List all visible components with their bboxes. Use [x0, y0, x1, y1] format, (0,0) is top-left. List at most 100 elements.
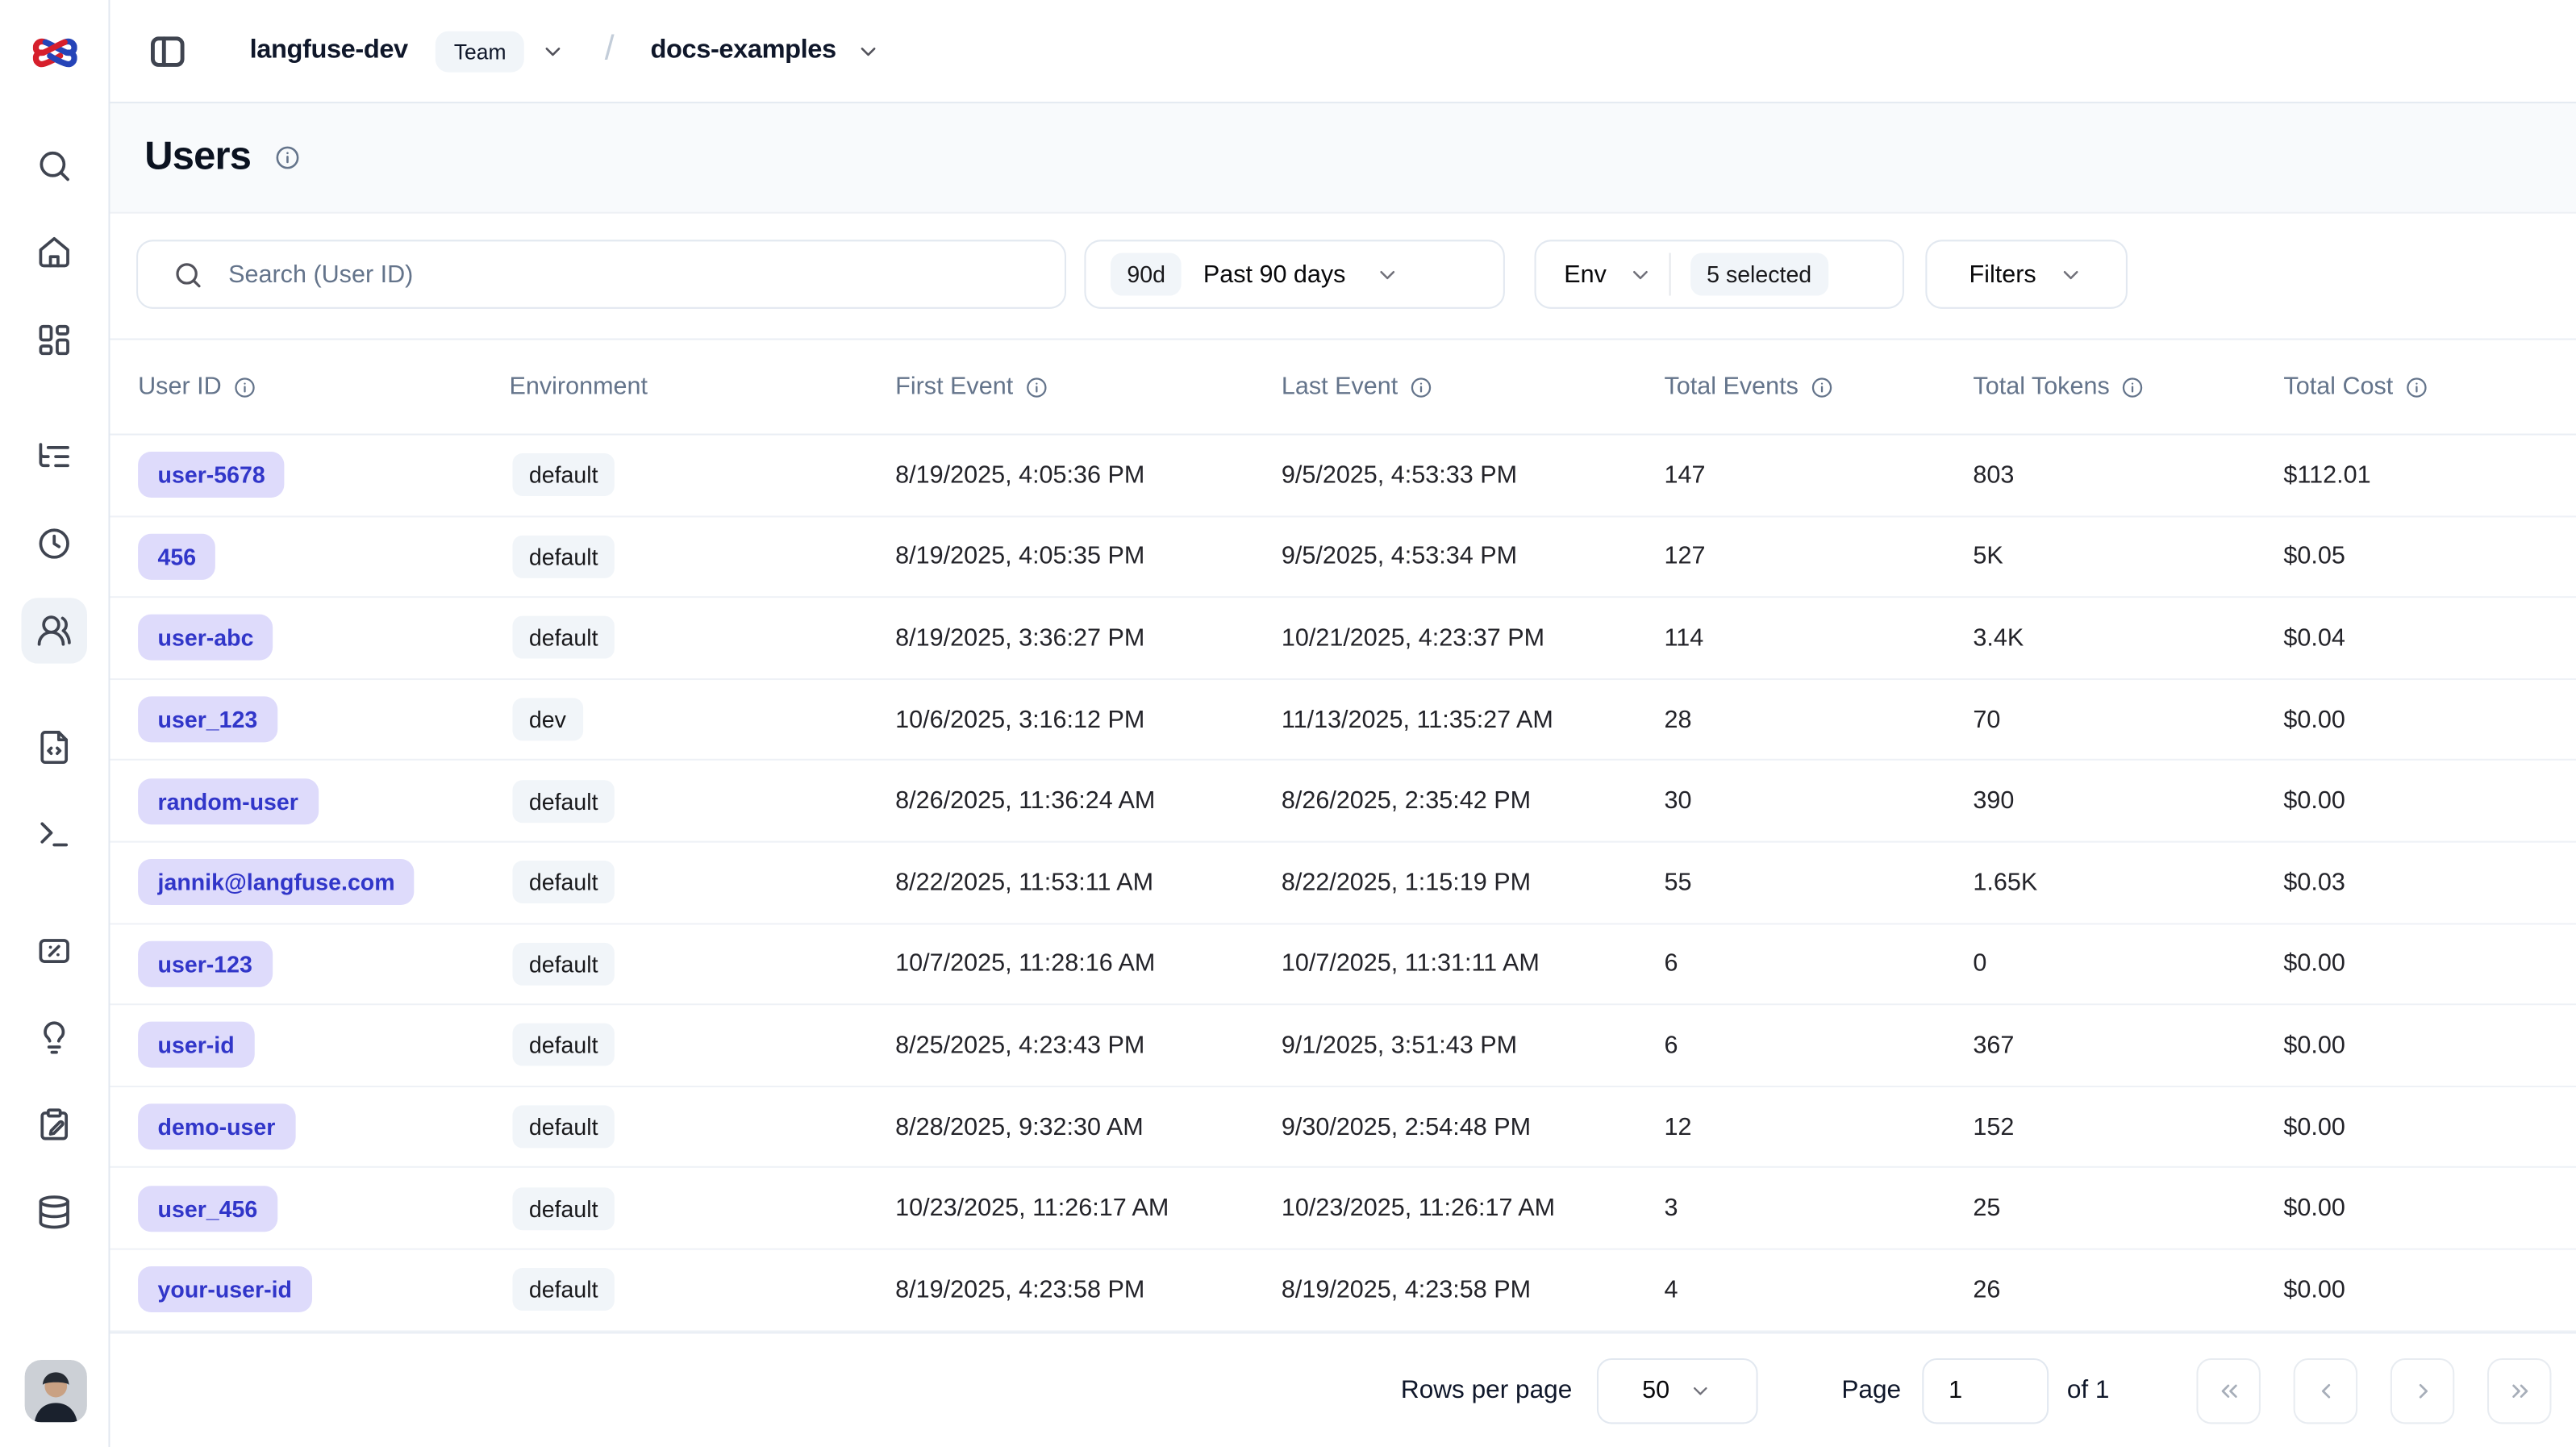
total-cost-cell: $0.05: [2283, 542, 2345, 571]
sidebar-item-evaluation[interactable]: [21, 918, 86, 983]
previous-page-button[interactable]: [2293, 1357, 2358, 1424]
breadcrumb-org[interactable]: langfuse-dev: [249, 35, 409, 65]
column-header-total-tokens: Total Tokens: [1973, 373, 2283, 401]
sidebar-item-prompts[interactable]: [21, 715, 86, 780]
user-id-badge[interactable]: user_123: [138, 696, 277, 743]
table-row[interactable]: user-123 default 10/7/2025, 11:28:16 AM 10/…: [110, 924, 2576, 1006]
chevron-down-icon: [545, 47, 561, 56]
total-cost-cell: $0.00: [2283, 1275, 2345, 1304]
last-event-cell: 8/19/2025, 4:23:58 PM: [1281, 1275, 1532, 1304]
table-row[interactable]: random-user default 8/26/2025, 11:36:24 AM…: [110, 761, 2576, 843]
sidebar-item-home[interactable]: [21, 220, 86, 286]
first-event-cell: 10/6/2025, 3:16:12 PM: [895, 705, 1145, 734]
list-tree-icon: [39, 443, 69, 468]
table-header: User ID Environment First Event Last Event T…: [110, 338, 2576, 436]
sidebar-item-dashboards[interactable]: [21, 307, 86, 373]
sidebar-item-users[interactable]: [21, 598, 87, 664]
user-id-badge[interactable]: user-123: [138, 940, 273, 987]
table-row[interactable]: user-abc default 8/19/2025, 3:36:27 PM 10/2…: [110, 598, 2576, 680]
sidebar-item-tracing[interactable]: [21, 423, 86, 489]
total-cost-cell: $0.00: [2283, 1112, 2345, 1141]
chevron-down-icon: [861, 47, 876, 56]
page-number-input[interactable]: [1922, 1357, 2049, 1424]
total-tokens-cell: 25: [1973, 1194, 2001, 1223]
project-switcher-button[interactable]: [856, 39, 881, 64]
main-content: Users 90d Past 90 days Env 5 selected Fi…: [110, 103, 2576, 1447]
avatar-photo: [24, 1360, 87, 1423]
table-row[interactable]: your-user-id default 8/19/2025, 4:23:58 PM…: [110, 1249, 2576, 1332]
total-events-cell: 12: [1664, 1112, 1692, 1141]
environment-filter-button[interactable]: Env 5 selected: [1534, 240, 1904, 309]
filters-button[interactable]: Filters: [1925, 240, 2128, 309]
last-page-button[interactable]: [2487, 1357, 2552, 1424]
column-label: User ID: [138, 373, 222, 401]
total-cost-cell: $112.01: [2283, 461, 2371, 490]
date-range-shortcut-badge: 90d: [1111, 252, 1182, 296]
first-page-button[interactable]: [2196, 1357, 2261, 1424]
user-id-badge[interactable]: 456: [138, 533, 216, 580]
date-range-button[interactable]: 90d Past 90 days: [1084, 240, 1505, 309]
total-events-cell: 4: [1664, 1275, 1678, 1304]
first-event-cell: 8/25/2025, 4:23:43 PM: [895, 1031, 1145, 1060]
chevron-left-icon: [2320, 1382, 2330, 1398]
chevron-down-icon: [1380, 269, 1395, 279]
page-header: Users: [110, 103, 2576, 214]
total-events-cell: 55: [1664, 868, 1692, 897]
sidebar-item-annotation[interactable]: [21, 1092, 86, 1157]
total-events-cell: 6: [1664, 949, 1678, 978]
first-event-cell: 10/7/2025, 11:28:16 AM: [895, 949, 1156, 978]
nav-group-main: [21, 133, 86, 373]
total-events-cell: 6: [1664, 1031, 1678, 1060]
sidebar-item-playground[interactable]: [21, 802, 86, 867]
next-page-button[interactable]: [2390, 1357, 2455, 1424]
user-id-badge[interactable]: user_456: [138, 1185, 277, 1232]
sidebar-item-search[interactable]: [21, 133, 86, 198]
environment-badge: default: [512, 453, 615, 497]
table-row[interactable]: jannik@langfuse.com default 8/22/2025, 11:…: [110, 843, 2576, 924]
breadcrumb-project[interactable]: docs-examples: [650, 35, 837, 65]
org-logo[interactable]: [31, 0, 77, 103]
sidebar-item-sessions[interactable]: [21, 511, 86, 576]
info-icon: [1811, 377, 1832, 397]
total-cost-cell: $0.00: [2283, 705, 2345, 734]
first-event-cell: 8/19/2025, 4:23:58 PM: [895, 1275, 1145, 1304]
info-icon: [235, 377, 255, 397]
user-id-badge[interactable]: user-5678: [138, 452, 286, 498]
org-switcher-button[interactable]: [540, 39, 565, 64]
total-tokens-cell: 70: [1973, 705, 2001, 734]
table-row[interactable]: 456 default 8/19/2025, 4:05:35 PM 9/5/2025,…: [110, 517, 2576, 598]
table-row[interactable]: user-5678 default 8/19/2025, 4:05:36 PM 9/5…: [110, 436, 2576, 517]
user-id-badge[interactable]: user-abc: [138, 615, 273, 661]
user-id-badge[interactable]: random-user: [138, 778, 319, 824]
column-header-environment: Environment: [509, 373, 895, 401]
user-avatar[interactable]: [24, 1360, 87, 1423]
table-row[interactable]: user_456 default 10/23/2025, 11:26:17 AM 10…: [110, 1169, 2576, 1250]
environment-badge: default: [512, 942, 615, 986]
last-event-cell: 9/5/2025, 4:53:34 PM: [1281, 542, 1518, 571]
sidebar-toggle-button[interactable]: [148, 31, 187, 71]
last-event-cell: 10/7/2025, 11:31:11 AM: [1281, 949, 1540, 978]
user-id-badge[interactable]: demo-user: [138, 1103, 295, 1150]
total-tokens-cell: 390: [1973, 786, 2015, 815]
sidebar-item-datasets[interactable]: [21, 1179, 86, 1245]
environment-badge: default: [512, 861, 615, 904]
table-row[interactable]: demo-user default 8/28/2025, 9:32:30 AM 9/3…: [110, 1087, 2576, 1169]
info-icon[interactable]: [274, 144, 301, 171]
table-row[interactable]: user_123 dev 10/6/2025, 3:16:12 PM 11/13/20…: [110, 680, 2576, 761]
first-event-cell: 8/26/2025, 11:36:24 AM: [895, 786, 1156, 815]
user-id-badge[interactable]: jannik@langfuse.com: [138, 859, 415, 906]
chevrons-right-icon: [2511, 1383, 2528, 1397]
user-id-badge[interactable]: your-user-id: [138, 1266, 312, 1313]
user-id-badge[interactable]: user-id: [138, 1022, 255, 1069]
info-icon: [2406, 377, 2427, 397]
rows-per-page-select[interactable]: 50: [1596, 1357, 1758, 1424]
filters-label: Filters: [1969, 260, 2036, 289]
search-input[interactable]: [203, 260, 1065, 289]
total-cost-cell: $0.00: [2283, 786, 2345, 815]
table-row[interactable]: user-id default 8/25/2025, 4:23:43 PM 9/1/2…: [110, 1006, 2576, 1087]
nav-group-prompts: [21, 715, 86, 867]
nav-group-observability: [21, 423, 87, 664]
sidebar-item-llm-as-judge[interactable]: [21, 1005, 86, 1070]
environment-badge: dev: [512, 698, 583, 741]
